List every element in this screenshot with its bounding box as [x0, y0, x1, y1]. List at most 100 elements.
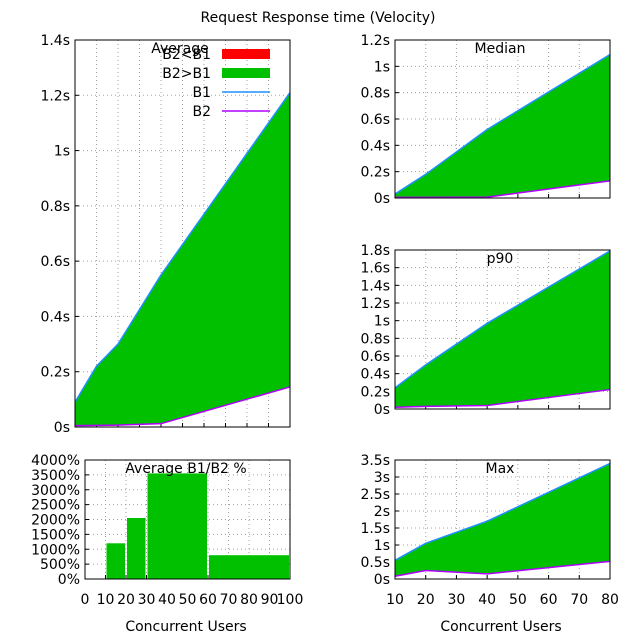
y-tick-label: 1.5s [360, 521, 390, 537]
y-tick-label: 0.2s [360, 384, 390, 400]
series-line-b1 [394, 462, 611, 561]
x-tick-label: 10 [386, 592, 404, 608]
x-tick-label: 0 [81, 592, 90, 608]
y-tick-label: 1.6s [360, 261, 390, 277]
x-tick-label: 80 [601, 592, 619, 608]
plot-frame [84, 459, 291, 580]
y-tick-label: 1.4s [360, 278, 390, 294]
x-tick-label: 50 [179, 592, 197, 608]
x-tick-label: 30 [138, 592, 156, 608]
y-tick-label: 0.4s [360, 138, 390, 154]
y-tick-label: 0.6s [360, 112, 390, 128]
x-tick-label: 20 [117, 592, 135, 608]
y-tick-label: 1s [374, 314, 390, 330]
y-tick-label: 0.4s [40, 309, 70, 325]
series-line-b2 [74, 386, 291, 427]
legend-label: B2<B1 [162, 47, 211, 63]
y-tick-label: 1.2s [360, 33, 390, 49]
bar [106, 543, 125, 579]
y-tick-label: 1s [54, 144, 70, 160]
y-tick-label: 1000% [31, 542, 80, 558]
plot-frame [394, 249, 611, 410]
y-tick-label: 0.8s [360, 86, 390, 102]
x-tick-label: 90 [261, 592, 279, 608]
y-tick-label: 3.5s [360, 453, 390, 469]
x-tick-label: 60 [540, 592, 558, 608]
plot-median: 0s 0.2s 0.4s 0.6s 0.8s 1s 1.2s Median [360, 33, 611, 207]
plot-average: 0s 0.2s 0.4s 0.6s 0.8s 1s 1.2s 1.4s AverageB2<B1… [40, 33, 291, 436]
y-tick-label: 0% [58, 572, 80, 588]
area-b2-gt-b1 [395, 463, 610, 577]
plot-title: Average [151, 41, 209, 57]
y-tick-label: 3000% [31, 483, 80, 499]
y-tick-label: 0.6s [360, 349, 390, 365]
x-tick-label: 70 [220, 592, 238, 608]
y-tick-label: 1500% [31, 527, 80, 543]
series-line-b1 [394, 53, 611, 195]
x-tick-label: 40 [158, 592, 176, 608]
y-tick-label: 4000% [31, 453, 80, 469]
legend-swatch [222, 49, 270, 59]
y-tick-label: 3s [374, 470, 390, 486]
series-line-b2 [395, 180, 611, 199]
y-tick-label: 0.8s [40, 199, 70, 215]
x-tick-label: 40 [478, 592, 496, 608]
series-line-b1 [74, 92, 291, 403]
y-tick-label: 1.2s [40, 88, 70, 104]
plot-title: Median [475, 41, 526, 57]
y-tick-label: 2500% [31, 498, 80, 514]
y-tick-label: 1s [374, 59, 390, 75]
y-tick-label: 1.2s [360, 296, 390, 312]
y-tick-label: 0s [54, 420, 70, 436]
x-tick-label: 100 [277, 592, 304, 608]
x-tick-label: 60 [199, 592, 217, 608]
x-tick-label: 10 [97, 592, 115, 608]
legend-label: B1 [192, 85, 211, 101]
bar [127, 518, 146, 579]
y-tick-label: 2000% [31, 513, 80, 529]
legend-swatch [222, 68, 270, 78]
y-tick-label: 0s [374, 191, 390, 207]
y-tick-label: 500% [40, 557, 80, 573]
plot-average_ratio: 0%500%1000%1500%2000%2500%3000%3500%4000… [31, 453, 303, 608]
y-tick-label: 0.2s [40, 365, 70, 381]
x-tick-label: 20 [417, 592, 435, 608]
series-line-b2 [394, 560, 611, 578]
y-tick-label: 1.4s [40, 33, 70, 49]
series-line-b2 [394, 388, 611, 408]
x-tick-label: 50 [509, 592, 527, 608]
series-line-b1 [394, 250, 611, 389]
x-axis-label-right: Concurrent Users [440, 619, 561, 635]
area-b2-gt-b1 [75, 92, 290, 426]
plot-frame [394, 459, 611, 580]
y-tick-label: 2.5s [360, 487, 390, 503]
plot-title: Average B1/B2 % [125, 461, 246, 477]
legend-label: B2>B1 [162, 66, 211, 82]
y-tick-label: 0.6s [40, 254, 70, 270]
y-tick-label: 3500% [31, 468, 80, 484]
bar [209, 555, 289, 579]
legend-label: B2 [192, 104, 211, 120]
y-tick-label: 0.8s [360, 331, 390, 347]
x-tick-label: 70 [570, 592, 588, 608]
y-tick-label: 0.5s [360, 555, 390, 571]
chart-title: Request Response time (Velocity) [201, 10, 436, 26]
bar [147, 473, 207, 579]
y-tick-label: 1s [374, 538, 390, 554]
plot-frame [394, 39, 611, 199]
y-tick-label: 0.4s [360, 367, 390, 383]
x-tick-label: 80 [240, 592, 258, 608]
plot-frame [74, 39, 291, 428]
y-tick-label: 2s [374, 504, 390, 520]
y-tick-label: 0.2s [360, 165, 390, 181]
plot-title: p90 [487, 251, 514, 267]
y-tick-label: 0s [374, 402, 390, 418]
plot-title: Max [486, 461, 515, 477]
y-tick-label: 1.8s [360, 243, 390, 259]
y-tick-label: 0s [374, 572, 390, 588]
x-tick-label: 30 [448, 592, 466, 608]
area-b2-gt-b1 [395, 250, 610, 408]
